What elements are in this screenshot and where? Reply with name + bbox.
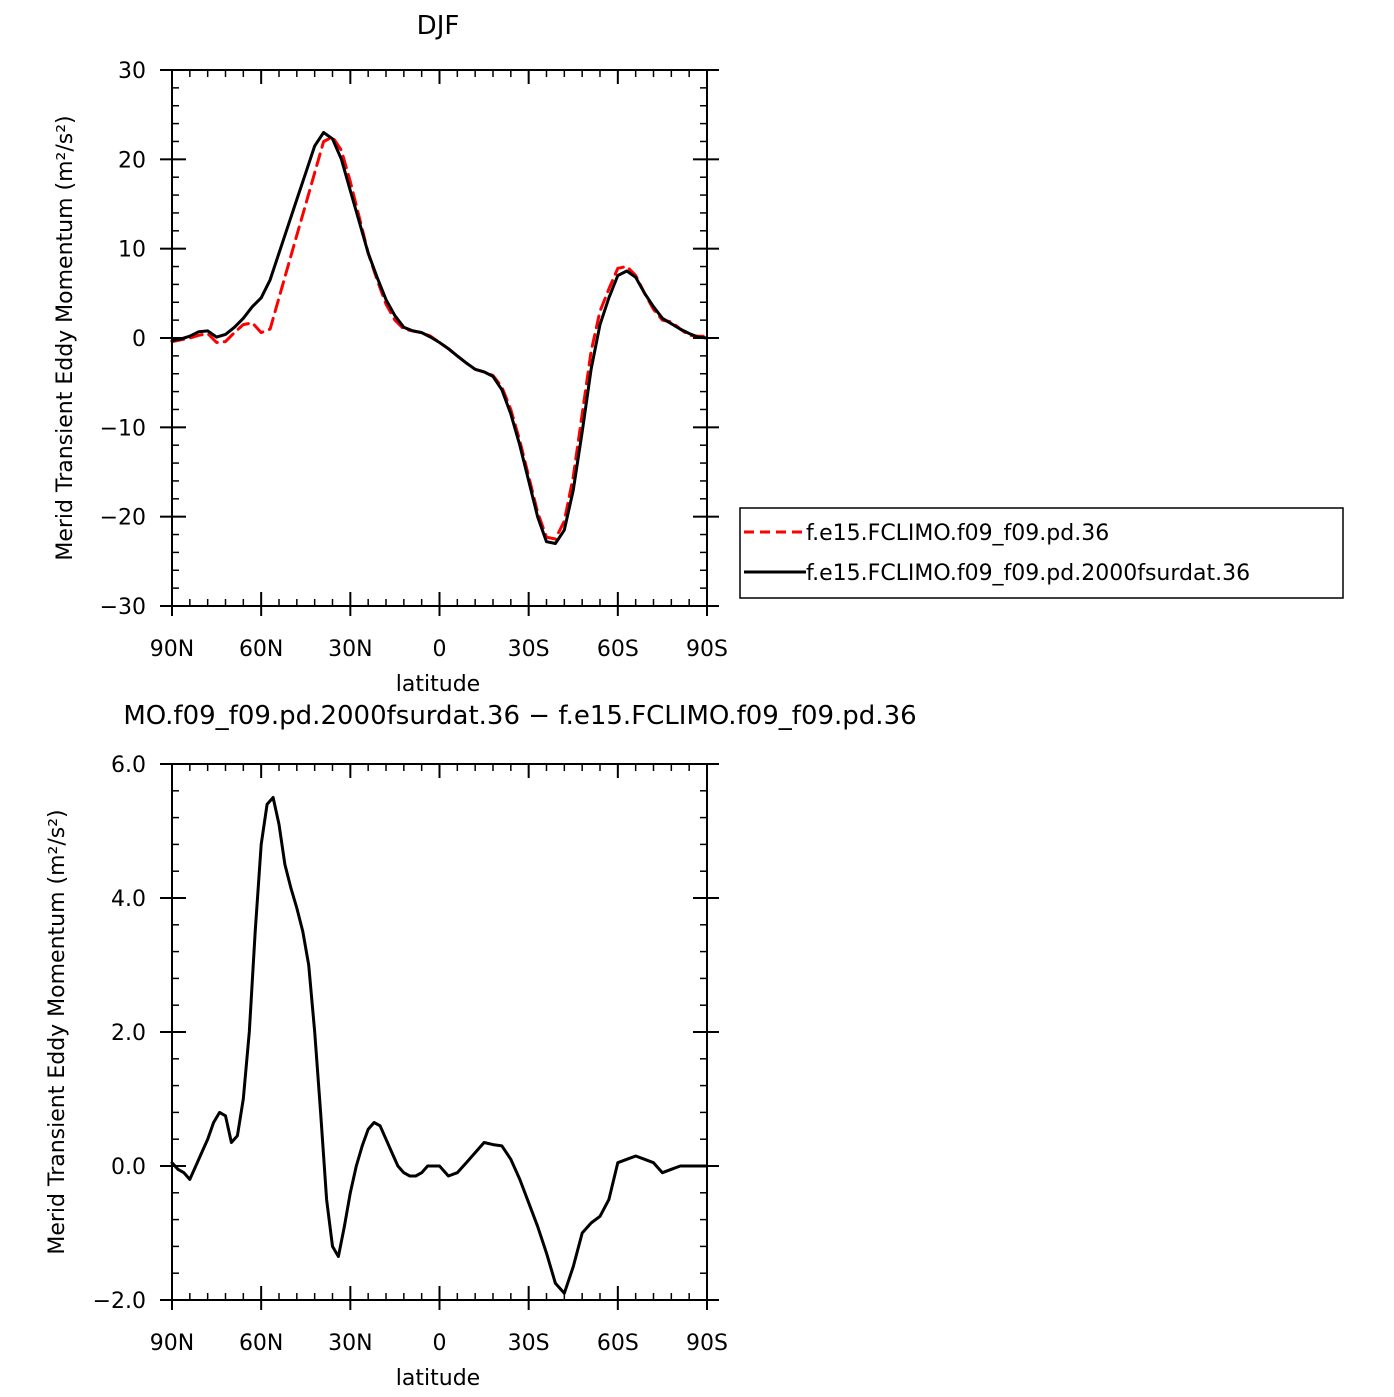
- top-chart-y-tick-label: −20: [100, 506, 146, 531]
- top-chart-frame: [171, 69, 708, 607]
- top-chart-y-tick-label: −30: [100, 595, 146, 620]
- top-chart-series-line-2: [170, 131, 709, 545]
- bottom-chart-tick-labels: 90N 60N 30N 0 30S 60S 90S 6.0 4.0 2.0 0.0 −2.0: [93, 753, 728, 1356]
- bottom-chart-title: MO.f09_f09.pd.2000fsurdat.36 − f.e15.FCL…: [123, 701, 916, 731]
- bottom-chart-x-tick-label: 60S: [597, 1331, 639, 1356]
- top-chart-title: DJF: [417, 11, 460, 41]
- top-chart-xlabel: latitude: [396, 672, 480, 697]
- bottom-chart-x-tick-label: 90S: [686, 1331, 728, 1356]
- bottom-chart: MO.f09_f09.pd.2000fsurdat.36 − f.e15.FCL…: [45, 701, 917, 1391]
- top-chart-ticks: [160, 69, 719, 616]
- top-chart-y-tick-label: 0: [132, 327, 146, 352]
- top-chart-y-tick-label: −10: [100, 416, 146, 441]
- top-chart-series-line-1: [170, 135, 709, 541]
- bottom-chart-x-tick-label: 60N: [239, 1331, 283, 1356]
- top-chart-tick-labels: 90N 60N 30N 0 30S 60S 90S 30 20 10 0 −10 −20 −30: [100, 59, 728, 662]
- bottom-chart-ylabel: Merid Transient Eddy Momentum (m²/s²): [45, 809, 70, 1254]
- bottom-chart-y-tick-label: −2.0: [93, 1289, 146, 1314]
- bottom-chart-series: [170, 796, 709, 1295]
- top-chart-series: [170, 131, 709, 545]
- top-chart-x-tick-label: 90N: [150, 637, 194, 662]
- top-chart-x-tick-label: 30S: [508, 637, 550, 662]
- top-chart-x-tick-label: 60N: [239, 637, 283, 662]
- top-chart-x-tick-label: 0: [433, 637, 447, 662]
- legend-entry-1: f.e15.FCLIMO.f09_f09.pd.36: [806, 521, 1109, 546]
- bottom-chart-frame: [171, 763, 708, 1301]
- bottom-chart-y-tick-label: 2.0: [111, 1021, 146, 1046]
- top-chart-ylabel: Merid Transient Eddy Momentum (m²/s²): [53, 115, 78, 560]
- bottom-chart-y-tick-label: 4.0: [111, 887, 146, 912]
- bottom-chart-ticks: [160, 763, 719, 1310]
- bottom-chart-y-tick-label: 6.0: [111, 753, 146, 778]
- top-chart-y-tick-label: 10: [118, 238, 146, 263]
- top-chart: DJF 90N 60N 30N 0 30S 60S 90S3020100−10−20−30 …: [53, 11, 1344, 697]
- bottom-chart-xlabel: latitude: [396, 1366, 480, 1391]
- bottom-chart-y-tick-label: 0.0: [111, 1155, 146, 1180]
- top-chart-x-tick-label: 30N: [328, 637, 372, 662]
- legend-entry-2: f.e15.FCLIMO.f09_f09.pd.2000fsurdat.36: [806, 561, 1250, 586]
- bottom-chart-x-tick-label: 30S: [508, 1331, 550, 1356]
- top-chart-x-tick-label: 60S: [597, 637, 639, 662]
- bottom-chart-series-line-1: [170, 796, 709, 1295]
- bottom-chart-x-tick-label: 30N: [328, 1331, 372, 1356]
- top-chart-y-tick-label: 20: [118, 148, 146, 173]
- top-chart-x-tick-label: 90S: [686, 637, 728, 662]
- legend: f.e15.FCLIMO.f09_f09.pd.36 f.e15.FCLIMO.…: [739, 507, 1344, 599]
- legend-box: [739, 507, 1344, 599]
- top-chart-y-tick-label: 30: [118, 59, 146, 84]
- bottom-chart-x-tick-label: 0: [433, 1331, 447, 1356]
- bottom-chart-x-tick-label: 90N: [150, 1331, 194, 1356]
